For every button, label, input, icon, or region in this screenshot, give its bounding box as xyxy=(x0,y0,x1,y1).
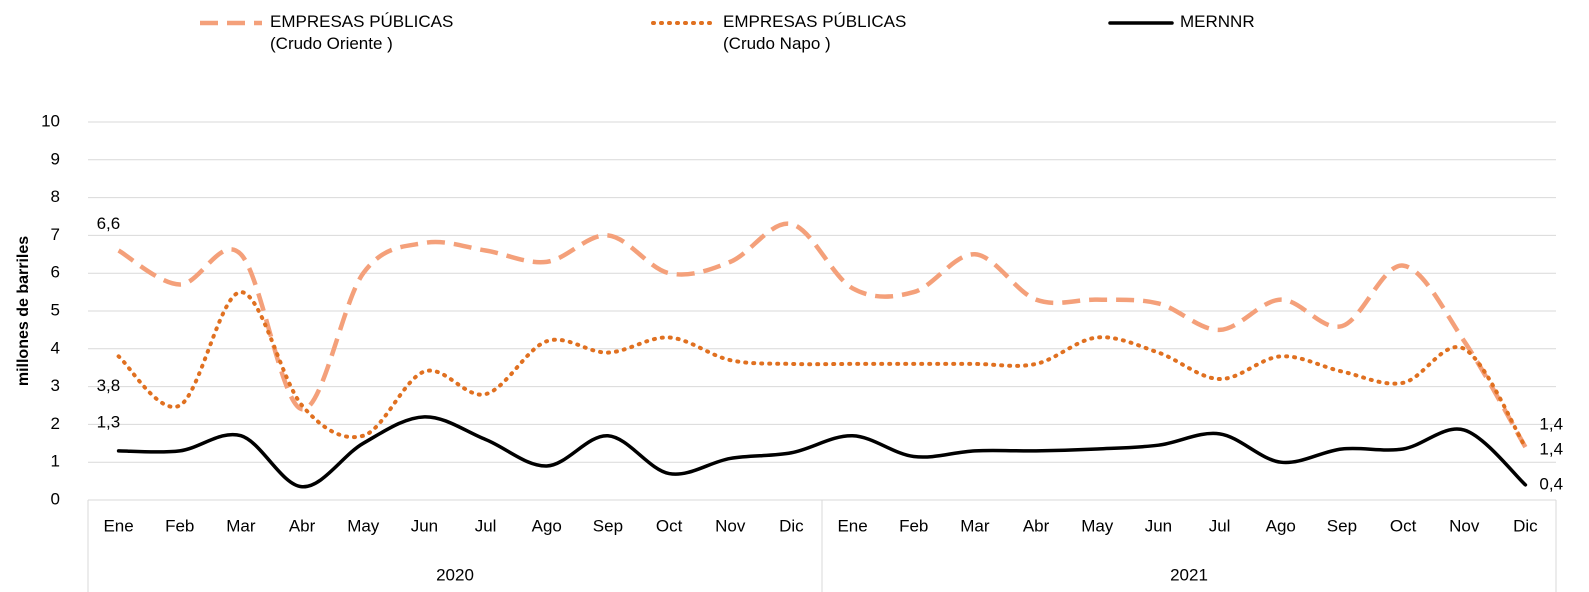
x-tick-label: Dic xyxy=(779,516,804,535)
x-tick-label: Nov xyxy=(1449,516,1480,535)
x-tick-label: Nov xyxy=(715,516,746,535)
x-tick-label: Ago xyxy=(1266,516,1296,535)
x-tick-label: Jun xyxy=(1145,516,1172,535)
series-line xyxy=(116,290,1528,450)
y-tick-label: 7 xyxy=(51,225,60,244)
x-tick-label: Jun xyxy=(411,516,438,535)
x-tick-label: Mar xyxy=(960,516,990,535)
x-tick-label: Sep xyxy=(593,516,623,535)
x-tick-label: Jul xyxy=(475,516,497,535)
x-tick-label: Abr xyxy=(289,516,316,535)
data-label: 3,8 xyxy=(97,376,121,395)
x-tick-label: Abr xyxy=(1023,516,1050,535)
x-tick-label: Ene xyxy=(837,516,867,535)
x-tick-label: May xyxy=(1081,516,1114,535)
x-group-label: 2020 xyxy=(436,565,474,584)
data-label: 6,6 xyxy=(97,214,121,233)
data-label: 1,3 xyxy=(97,412,121,431)
y-axis-label: millones de barriles xyxy=(15,236,32,386)
y-tick-label: 3 xyxy=(51,376,60,395)
y-tick-label: 1 xyxy=(51,452,60,471)
data-label: 1,4 xyxy=(1539,440,1563,459)
legend-label: EMPRESAS PÚBLICAS (Crudo Napo ) xyxy=(723,12,907,53)
y-tick-label: 8 xyxy=(51,187,60,206)
series-line xyxy=(117,221,1528,449)
legend-label: EMPRESAS PÚBLICAS (Crudo Oriente ) xyxy=(270,12,454,53)
y-tick-label: 6 xyxy=(51,263,60,282)
x-tick-label: Ago xyxy=(532,516,562,535)
data-label: 1,4 xyxy=(1539,415,1563,434)
x-group-label: 2021 xyxy=(1170,565,1208,584)
x-tick-label: Oct xyxy=(1390,516,1417,535)
legend-label: MERNNR xyxy=(1180,12,1255,31)
x-tick-label: Jul xyxy=(1209,516,1231,535)
x-tick-label: May xyxy=(347,516,380,535)
x-tick-label: Feb xyxy=(165,516,194,535)
x-tick-label: Dic xyxy=(1513,516,1538,535)
data-label: 0,4 xyxy=(1539,474,1563,493)
x-tick-label: Ene xyxy=(103,516,133,535)
series-line xyxy=(116,415,1528,489)
y-tick-label: 0 xyxy=(51,489,60,508)
x-tick-label: Sep xyxy=(1327,516,1357,535)
y-tick-label: 5 xyxy=(51,300,60,319)
x-tick-label: Feb xyxy=(899,516,928,535)
y-tick-label: 2 xyxy=(51,414,60,433)
y-tick-label: 10 xyxy=(41,111,60,130)
x-tick-label: Oct xyxy=(656,516,683,535)
y-tick-label: 4 xyxy=(51,338,60,357)
x-tick-label: Mar xyxy=(226,516,256,535)
y-tick-label: 9 xyxy=(51,149,60,168)
